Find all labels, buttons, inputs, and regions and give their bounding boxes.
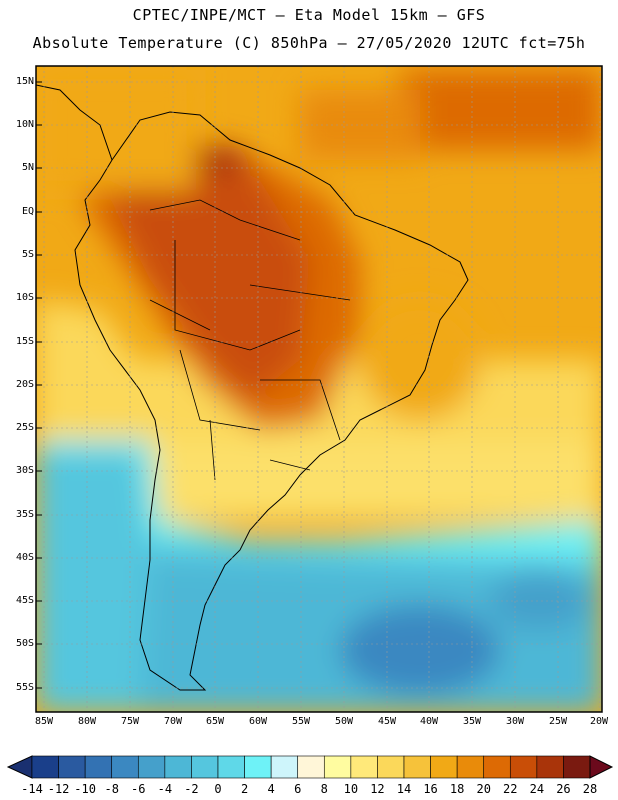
colorbar (6, 755, 614, 779)
lon-label: 85W (34, 716, 54, 727)
lat-label: 25S (15, 422, 34, 433)
lon-label: 30W (505, 716, 525, 727)
colorbar-swatch (509, 755, 538, 779)
colorbar-min-arrow (6, 755, 33, 779)
colorbar-swatch (323, 755, 352, 779)
lat-label: 45S (15, 595, 34, 606)
gridlines (36, 66, 602, 712)
colorbar-tick-label: 24 (529, 782, 545, 796)
lon-label: 40W (419, 716, 439, 727)
lat-label: 5S (21, 249, 34, 260)
colorbar-swatch (297, 755, 325, 779)
colorbar-tick-label: -6 (131, 782, 146, 796)
colorbar-swatch (350, 755, 378, 779)
map-frame (35, 65, 603, 713)
colorbar-swatch (244, 755, 272, 779)
lat-label: 10N (15, 119, 34, 130)
lat-label: 30S (15, 465, 34, 476)
colorbar-tick-label: 6 (294, 782, 302, 796)
colorbar-tick-label: 8 (320, 782, 328, 796)
colorbar-swatch (536, 755, 564, 779)
colorbar-tick-label: 20 (476, 782, 491, 796)
lon-label: 80W (77, 716, 97, 727)
colorbar-swatch (84, 755, 113, 779)
colorbar-swatch (403, 755, 431, 779)
lat-label: 40S (15, 552, 34, 563)
colorbar-swatch (377, 755, 405, 779)
lon-label: 20W (589, 716, 609, 727)
lat-label: 5N (21, 162, 34, 173)
colorbar-swatch (270, 755, 299, 779)
colorbar-swatch (137, 755, 166, 779)
colorbar-tick-label: 12 (370, 782, 385, 796)
colorbar-swatch (483, 755, 511, 779)
colorbar-max-arrow (589, 755, 614, 779)
lon-label: 25W (548, 716, 568, 727)
colorbar-tick-label: 4 (267, 782, 275, 796)
map-subtitle: Absolute Temperature (C) 850hPa – 27/05/… (32, 34, 586, 52)
lat-label: 20S (15, 379, 34, 390)
lat-label: 35S (15, 509, 34, 520)
lat-label: 15N (15, 76, 34, 87)
colorbar-tick-label: -14 (21, 782, 43, 796)
colorbar-swatch (31, 755, 59, 779)
country-borders (149, 199, 351, 481)
colorbar-tick-label: 16 (423, 782, 438, 796)
lon-label: 35W (462, 716, 482, 727)
colorbar-tick-label: 14 (396, 782, 412, 796)
axis-ticks (36, 81, 42, 689)
colorbar-tick-label: 28 (582, 782, 598, 796)
central-america-coast (36, 84, 113, 161)
lon-label: 60W (248, 716, 268, 727)
colorbar-swatch (164, 755, 192, 779)
lat-label: 15S (15, 336, 34, 347)
colorbar-tick-label: -4 (157, 782, 173, 796)
lat-label: EQ (21, 206, 34, 217)
colorbar-tick-label: -12 (47, 782, 70, 796)
colorbar-swatch (191, 755, 219, 779)
lon-label: 75W (120, 716, 140, 727)
lat-label: 10S (15, 292, 34, 303)
temperature-field (36, 66, 602, 712)
colorbar-tick-label: 2 (240, 782, 249, 796)
lon-label: 45W (377, 716, 397, 727)
colorbar-tick-label: 26 (556, 782, 571, 796)
lon-label: 50W (334, 716, 354, 727)
colorbar-tick-label: 10 (343, 782, 359, 796)
lat-label: 55S (15, 682, 34, 693)
colorbar-tick-label: 22 (503, 782, 518, 796)
lon-label: 70W (163, 716, 183, 727)
south-america-coast (74, 111, 469, 691)
colorbar-swatch (217, 755, 245, 779)
colorbar-tick-label: -8 (104, 782, 119, 796)
lon-label: 55W (291, 716, 311, 727)
coastlines (36, 84, 469, 691)
colorbar-swatch (430, 755, 458, 779)
lon-label: 65W (205, 716, 225, 727)
colorbar-swatch (456, 755, 485, 779)
colorbar-tick-label: 18 (449, 782, 465, 796)
colorbar-tick-label: -10 (74, 782, 96, 796)
lat-label: 50S (15, 638, 34, 649)
colorbar-tick-label: -2 (184, 782, 199, 796)
map-title: CPTEC/INPE/MCT – Eta Model 15km – GFS (132, 6, 486, 24)
colorbar-tick-label: 0 (214, 782, 222, 796)
colorbar-swatch (563, 755, 591, 779)
colorbar-swatch (58, 755, 86, 779)
colorbar-swatch (111, 755, 139, 779)
